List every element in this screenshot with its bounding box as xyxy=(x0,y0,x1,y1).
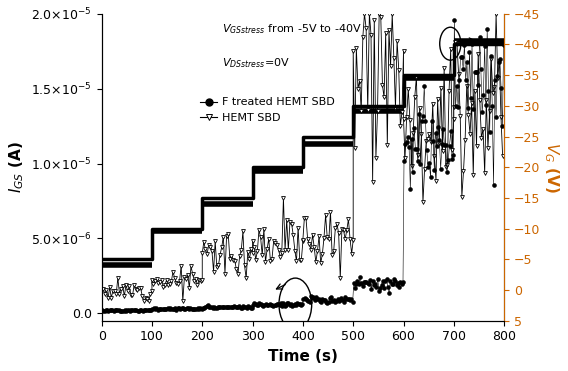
Y-axis label: $I_{GS}$ (A): $I_{GS}$ (A) xyxy=(7,141,26,193)
Line: F treated HEMT SBD: F treated HEMT SBD xyxy=(100,18,506,313)
HEMT SBD xyxy=(361,12,368,16)
X-axis label: Time (s): Time (s) xyxy=(268,349,338,364)
HEMT SBD xyxy=(100,286,107,291)
Y-axis label: $V_G$ (V): $V_G$ (V) xyxy=(542,142,561,193)
HEMT SBD xyxy=(241,263,248,267)
F treated HEMT SBD xyxy=(158,306,165,311)
F treated HEMT SBD xyxy=(388,282,395,286)
Text: $V_{DSstress}$=0V: $V_{DSstress}$=0V xyxy=(223,56,290,70)
Text: $V_{GSstress}$ from -5V to -40V: $V_{GSstress}$ from -5V to -40V xyxy=(223,22,362,36)
F treated HEMT SBD xyxy=(453,84,460,88)
HEMT SBD xyxy=(252,257,259,262)
HEMT SBD xyxy=(499,154,506,158)
F treated HEMT SBD xyxy=(500,43,507,47)
F treated HEMT SBD xyxy=(99,308,106,312)
HEMT SBD xyxy=(203,252,210,257)
HEMT SBD xyxy=(267,259,274,263)
F treated HEMT SBD xyxy=(383,277,390,282)
F treated HEMT SBD xyxy=(451,18,458,22)
Line: HEMT SBD: HEMT SBD xyxy=(101,12,504,303)
F treated HEMT SBD xyxy=(101,309,108,313)
Legend: F treated HEMT SBD, HEMT SBD: F treated HEMT SBD, HEMT SBD xyxy=(196,93,340,127)
HEMT SBD xyxy=(304,237,311,242)
HEMT SBD xyxy=(371,18,378,22)
HEMT SBD xyxy=(179,299,186,303)
F treated HEMT SBD xyxy=(429,139,436,143)
F treated HEMT SBD xyxy=(307,294,314,299)
